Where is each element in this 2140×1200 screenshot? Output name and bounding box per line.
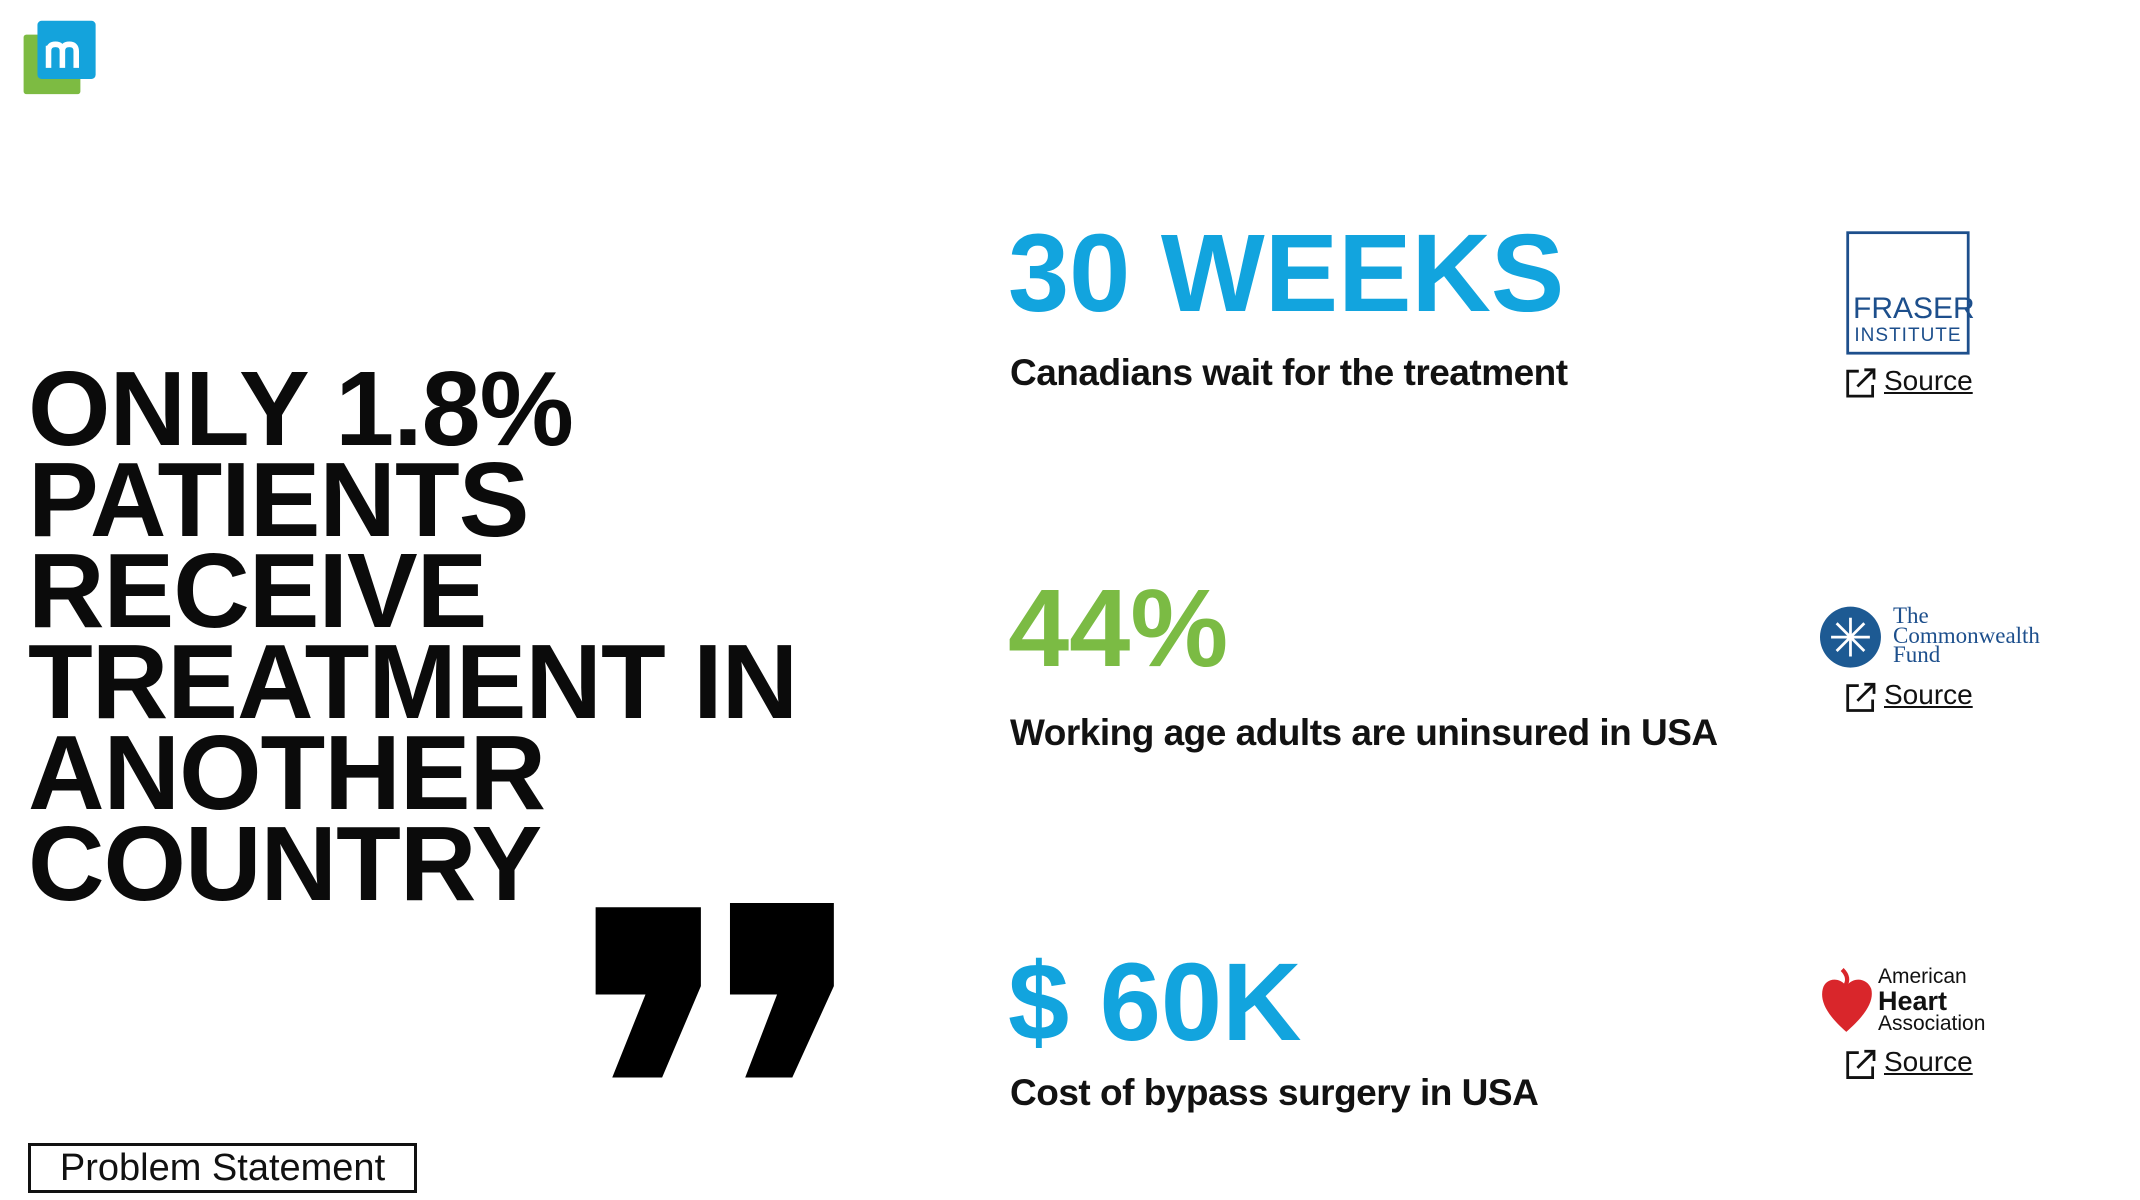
headline-line: TREATMENT IN xyxy=(28,623,798,741)
aha-torch xyxy=(1840,968,1852,1001)
stat-value: 44% xyxy=(1008,567,1229,690)
aha-logo-text: American xyxy=(1878,965,1967,988)
problem-statement-label: Problem Statement xyxy=(28,1143,417,1193)
external-link-icon xyxy=(1846,368,1876,398)
headline-line: ONLY 1.8% xyxy=(28,350,574,468)
source-link[interactable]: Source xyxy=(1884,679,1973,710)
stat-description: Cost of bypass surgery in USA xyxy=(1010,1072,1539,1113)
aha-heart xyxy=(1822,979,1872,1032)
stat-value: $ 60K xyxy=(1008,941,1302,1064)
stat-value: 30 WEEKS xyxy=(1008,212,1565,335)
aha-logo-text: Heart xyxy=(1878,986,1948,1016)
commonwealth-logo-text: The xyxy=(1893,603,1929,628)
commonwealth-logo-text: Commonwealth xyxy=(1893,623,2040,648)
headline-line: PATIENTS xyxy=(28,441,529,559)
commonwealth-logo-text: Fund xyxy=(1893,642,1941,667)
headline-line: RECEIVE xyxy=(28,532,487,650)
fraser-logo-text: INSTITUTE xyxy=(1854,325,1962,346)
quote-mark xyxy=(729,903,834,1078)
headline-line: ANOTHER xyxy=(28,714,546,832)
commonwealth-snowflake xyxy=(1831,617,1870,657)
logo-letter xyxy=(45,41,80,68)
source-link[interactable]: Source xyxy=(1884,365,1973,396)
logo-front xyxy=(37,20,96,79)
stat-description: Working age adults are uninsured in USA xyxy=(1010,712,1718,753)
external-link-icon xyxy=(1846,682,1876,712)
quote-mark xyxy=(595,907,701,1078)
aha-logo-text: Association xyxy=(1878,1012,1986,1035)
fraser-logo-frame xyxy=(1846,231,1970,355)
headline: ONLY 1.8% PATIENTS RECEIVE TREATMENT IN … xyxy=(28,350,798,923)
stat-description: Canadians wait for the treatment xyxy=(1010,352,1568,393)
headline-line: COUNTRY xyxy=(28,805,542,923)
source-link[interactable]: Source xyxy=(1884,1046,1973,1077)
external-link-icon xyxy=(1846,1049,1876,1079)
fraser-logo-text: FRASER xyxy=(1853,292,1975,325)
